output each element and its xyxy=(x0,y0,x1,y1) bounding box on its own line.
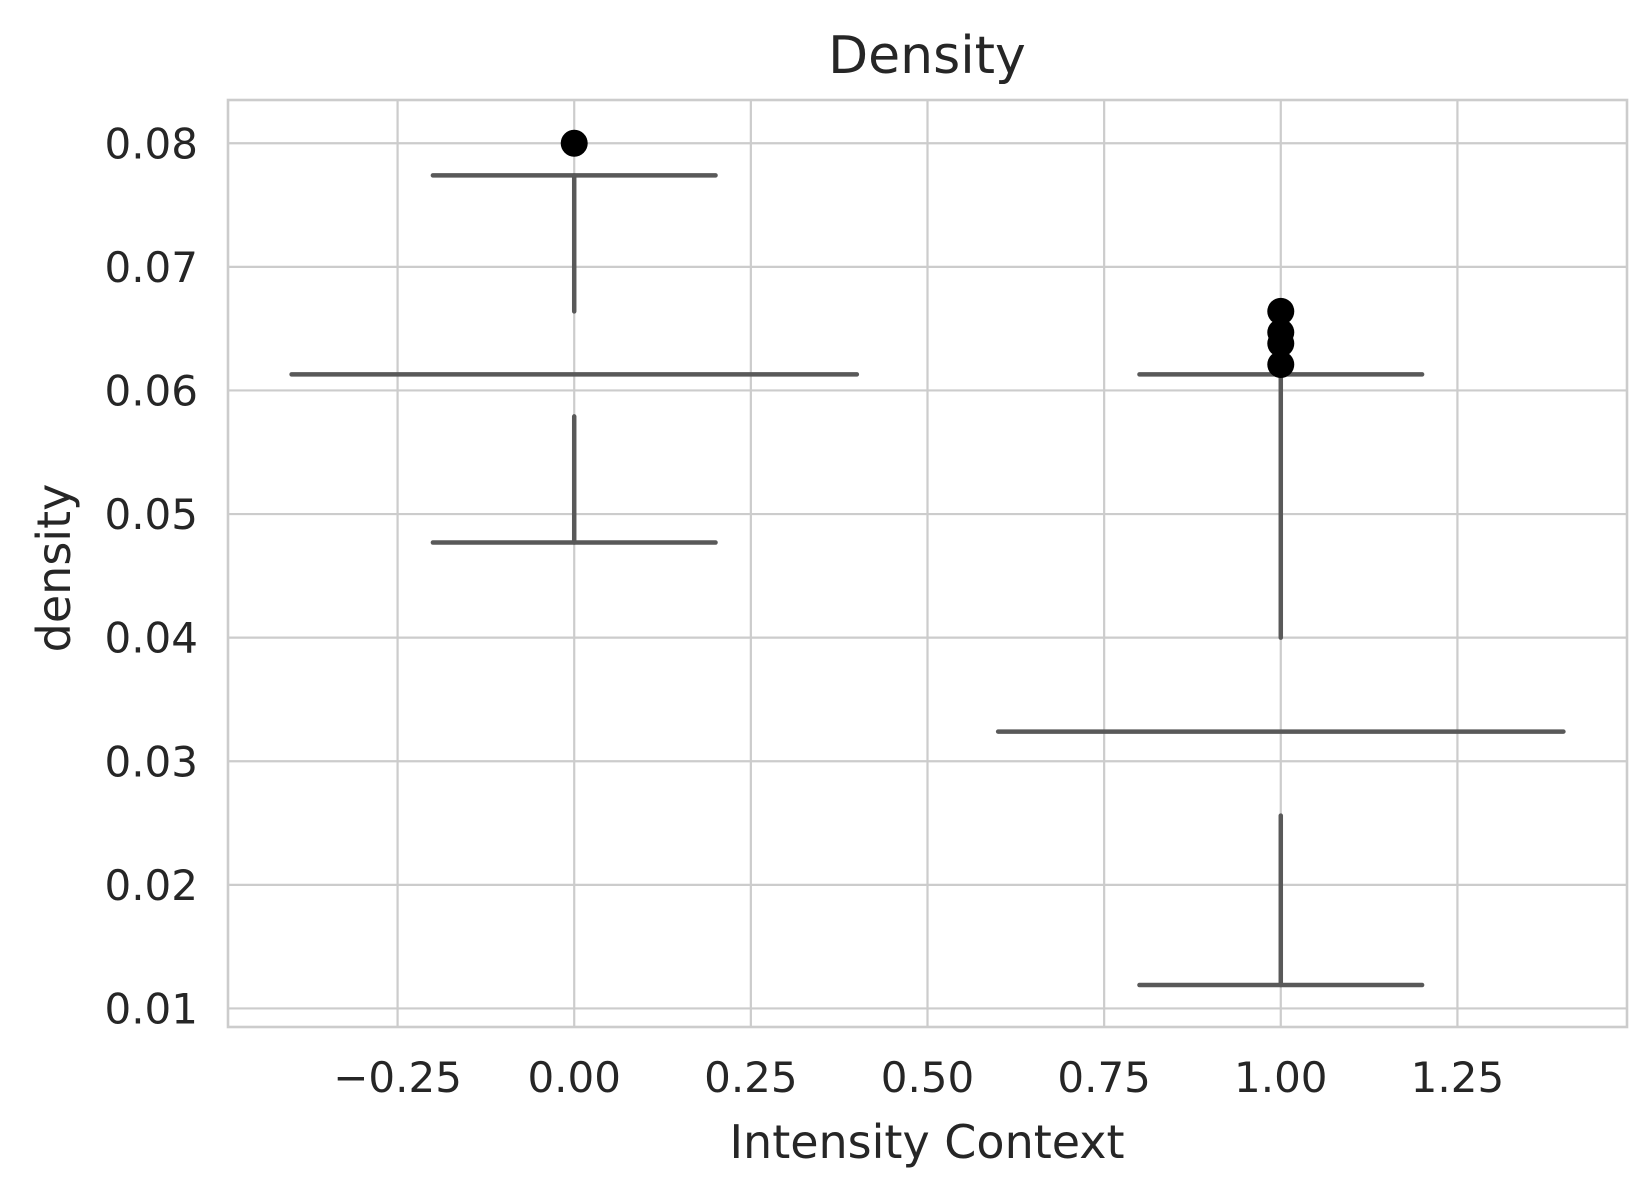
outlier-point xyxy=(560,129,588,157)
chart-title: Density xyxy=(828,26,1026,86)
x-tick-label: 0.75 xyxy=(1057,1053,1151,1102)
y-tick-label: 0.03 xyxy=(104,737,198,786)
y-tick-label: 0.04 xyxy=(104,614,198,663)
y-tick-label: 0.06 xyxy=(104,366,198,415)
grid-layer xyxy=(228,100,1627,1027)
y-tick-label: 0.01 xyxy=(104,984,198,1033)
x-tick-label: 0.25 xyxy=(704,1053,798,1102)
y-axis-label: density xyxy=(27,484,81,653)
outlier-point xyxy=(1267,297,1295,325)
y-tick-label: 0.05 xyxy=(104,490,198,539)
x-tick-label: 1.00 xyxy=(1234,1053,1328,1102)
x-axis-label: Intensity Context xyxy=(729,1115,1124,1169)
tick-label-layer: −0.25 0.00 0.25 0.50 0.75 1.00 1.25 0.01 0.02 0.0… xyxy=(104,119,1504,1102)
x-tick-label: 0.00 xyxy=(527,1053,621,1102)
x-tick-label: −0.25 xyxy=(333,1053,462,1102)
box-group-0 xyxy=(289,129,860,545)
plot-frame xyxy=(226,98,1629,1029)
y-tick-label: 0.02 xyxy=(104,861,198,910)
x-tick-label: 1.25 xyxy=(1411,1053,1505,1102)
box-layer xyxy=(289,129,1566,988)
box-group-1 xyxy=(995,297,1566,988)
y-tick-label: 0.07 xyxy=(104,243,198,292)
y-tick-label: 0.08 xyxy=(104,119,198,168)
outlier-point xyxy=(1267,318,1295,346)
x-tick-label: 0.50 xyxy=(881,1053,975,1102)
outlier-point xyxy=(1267,351,1295,379)
